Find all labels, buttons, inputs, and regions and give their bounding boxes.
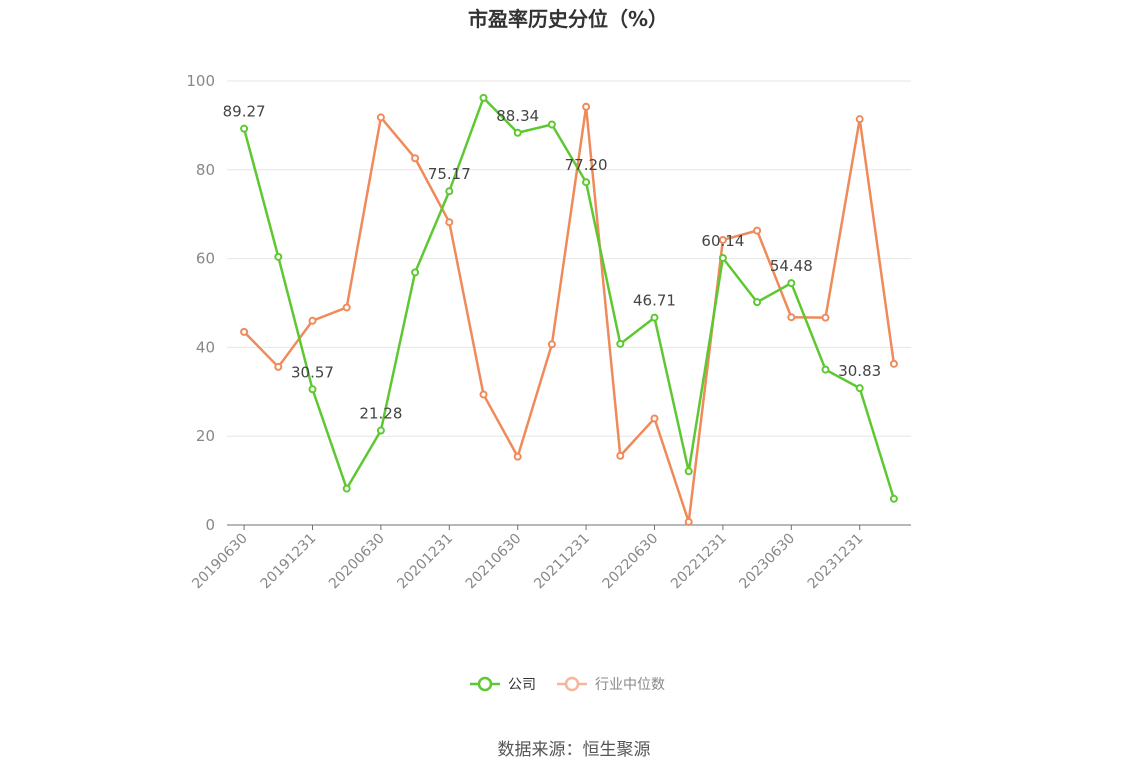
y-tick-label: 0 (205, 516, 215, 534)
legend[interactable]: 公司 行业中位数 (470, 676, 665, 693)
data-point (308, 316, 317, 325)
data-label: 54.48 (770, 257, 813, 275)
legend-marker (477, 676, 493, 692)
series-group (240, 93, 898, 526)
data-point (753, 226, 762, 235)
series-line-1 (243, 105, 896, 524)
data-label: 30.83 (838, 362, 881, 380)
data-point (376, 426, 385, 435)
data-labels: 89.27 30.57 21.28 75.17 88.34 77.20 46.71 60.14… (223, 103, 882, 423)
legend-item-1[interactable]: 行业中位数 (557, 676, 665, 693)
data-point (445, 187, 454, 196)
data-point (821, 365, 830, 374)
x-tick-label: 20211231 (531, 531, 593, 593)
y-axis: 0 20 40 60 80 100 (186, 72, 215, 534)
data-point (445, 218, 454, 227)
data-point (274, 252, 283, 261)
legend-marker (564, 676, 580, 692)
data-point (821, 313, 830, 322)
data-point (616, 451, 625, 460)
x-tick-label: 20220630 (600, 531, 662, 593)
data-point (718, 253, 727, 262)
x-tick-label: 20201231 (394, 531, 456, 593)
data-point (855, 115, 864, 124)
data-point (684, 467, 693, 476)
grid (227, 80, 911, 437)
x-tick-label: 20200630 (326, 531, 388, 593)
x-tick-label: 20231231 (805, 531, 867, 593)
data-point (855, 384, 864, 393)
data-point (889, 359, 898, 368)
data-label: 89.27 (223, 103, 266, 121)
data-label: 75.17 (428, 165, 471, 183)
data-point (889, 494, 898, 503)
data-point (582, 102, 591, 111)
y-tick-label: 60 (196, 250, 215, 268)
data-point (240, 124, 249, 133)
x-tick-label: 20190630 (189, 531, 251, 593)
data-point (342, 484, 351, 493)
data-point (616, 339, 625, 348)
x-axis: 20190630 20191231 20200630 20201231 20210630… (189, 524, 911, 593)
data-point (684, 517, 693, 526)
data-point (411, 268, 420, 277)
source-text: 数据来源：恒生聚源 (498, 740, 651, 760)
data-point (787, 313, 796, 322)
y-tick-label: 20 (196, 427, 215, 445)
data-label: 30.57 (291, 363, 334, 381)
x-tick-label: 20191231 (258, 531, 320, 593)
data-point (479, 390, 488, 399)
data-point (582, 178, 591, 187)
data-point (787, 279, 796, 288)
data-point (718, 235, 727, 244)
data-point (513, 452, 522, 461)
x-tick-label: 20221231 (668, 531, 730, 593)
data-point (650, 313, 659, 322)
y-tick-label: 100 (186, 72, 215, 90)
data-point (411, 154, 420, 163)
data-label: 21.28 (359, 405, 402, 423)
x-tick-label: 20210630 (463, 531, 525, 593)
data-point (274, 362, 283, 371)
y-tick-label: 40 (196, 338, 215, 356)
x-tick-label: 20230630 (736, 531, 798, 593)
legend-label: 行业中位数 (595, 677, 665, 693)
data-point (342, 303, 351, 312)
data-point (240, 327, 249, 336)
legend-item-0[interactable]: 公司 (470, 676, 536, 693)
data-point (547, 120, 556, 129)
data-point (650, 414, 659, 423)
data-point (308, 385, 317, 394)
data-label: 77.20 (565, 156, 608, 174)
legend-label: 公司 (508, 677, 536, 693)
chart-title: 市盈率历史分位（%） (468, 7, 668, 31)
series-line-0 (242, 96, 896, 500)
data-point (547, 340, 556, 349)
data-label: 46.71 (633, 292, 676, 310)
y-tick-label: 80 (196, 161, 215, 179)
data-label: 60.14 (701, 232, 744, 250)
data-point (513, 128, 522, 137)
data-point (753, 298, 762, 307)
data-label: 88.34 (496, 107, 539, 125)
data-point (376, 113, 385, 122)
data-point (479, 93, 488, 102)
